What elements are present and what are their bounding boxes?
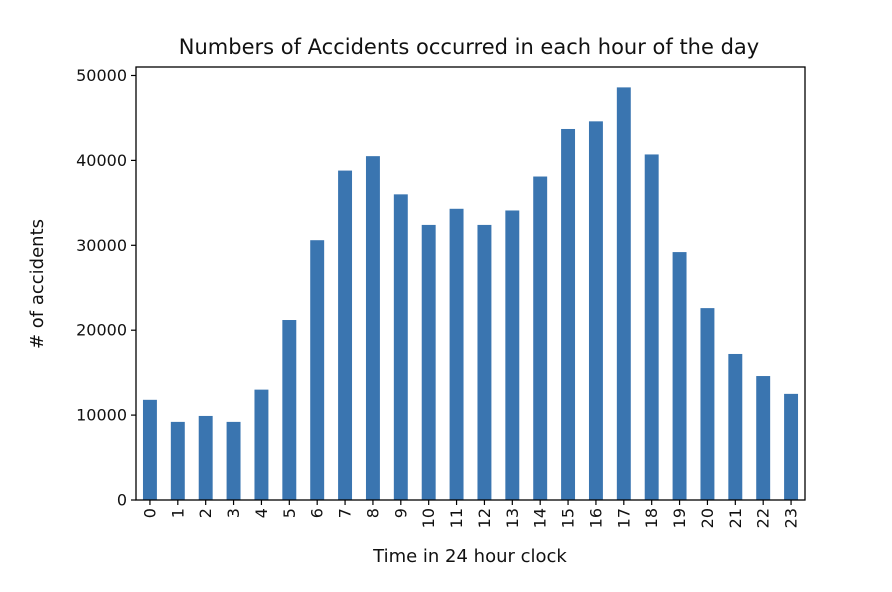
bar-hour-20	[700, 308, 715, 500]
bar-hour-22	[756, 376, 771, 500]
x-tick-label: 2	[196, 508, 215, 518]
plot-frame	[135, 66, 806, 501]
bar-hour-10	[421, 224, 436, 501]
bar-hour-6	[310, 240, 325, 500]
y-tick-label: 10000	[76, 406, 127, 425]
x-tick-label: 21	[726, 508, 745, 528]
x-tick-label: 8	[363, 508, 382, 518]
bar-hour-13	[505, 210, 520, 501]
bar-hour-17	[616, 87, 631, 500]
y-axis-label: # of accidents	[27, 219, 48, 349]
x-tick-label: 17	[614, 508, 633, 528]
bar-hour-19	[672, 252, 687, 500]
bar-hour-8	[365, 156, 380, 500]
x-tick-label: 16	[586, 508, 605, 528]
bar-hour-18	[644, 154, 659, 500]
x-tick-label: 1	[168, 508, 187, 518]
x-axis-label: Time in 24 hour clock	[372, 546, 567, 567]
bar-hour-1	[170, 421, 185, 500]
y-tick-label: 0	[117, 491, 127, 510]
bar-hour-23	[784, 393, 799, 500]
bar-hour-2	[198, 415, 213, 500]
x-tick-label: 5	[280, 508, 299, 518]
x-tick-label: 14	[531, 508, 550, 528]
bar-hour-16	[588, 121, 603, 500]
x-tick-label: 3	[224, 508, 243, 518]
bars-group	[142, 87, 799, 501]
y-tick-label: 50000	[76, 66, 127, 85]
x-tick-label: 0	[140, 508, 159, 518]
x-tick-label: 7	[336, 508, 355, 518]
bar-hour-4	[254, 389, 269, 500]
bar-hour-21	[728, 353, 743, 500]
x-tick-label: 9	[391, 508, 410, 518]
x-tick-label: 11	[447, 508, 466, 528]
bar-hour-7	[338, 170, 353, 500]
bar-hour-9	[393, 194, 408, 500]
bar-hour-5	[282, 320, 297, 500]
x-tick-label: 18	[642, 508, 661, 528]
x-tick-label: 10	[419, 508, 438, 528]
y-tick-label: 30000	[76, 236, 127, 255]
x-tick-label: 13	[503, 508, 522, 528]
bar-hour-3	[226, 421, 241, 500]
x-tick-label: 12	[475, 508, 494, 528]
x-tick-label: 6	[308, 508, 327, 518]
x-axis-ticks: 0 1 2 3 4 5 6 7 8 9 10 11 12 13 14 15 16 17 18 19 20 21 22 23	[140, 500, 801, 528]
bar-hour-0	[142, 399, 157, 500]
bar-hour-14	[533, 176, 548, 500]
chart-title: Numbers of Accidents occurred in each ho…	[179, 35, 759, 59]
bar-hour-12	[477, 224, 492, 501]
y-tick-label: 20000	[76, 321, 127, 340]
x-tick-label: 22	[754, 508, 773, 528]
bar-hour-11	[449, 208, 464, 501]
x-tick-label: 19	[670, 508, 689, 528]
x-tick-label: 20	[698, 508, 717, 528]
x-tick-label: 15	[559, 508, 578, 528]
y-axis-ticks: 0 10000 20000 30000 40000 50000	[76, 66, 136, 510]
y-tick-label: 40000	[76, 151, 127, 170]
x-tick-label: 4	[252, 508, 271, 518]
bar-hour-15	[561, 128, 576, 501]
x-tick-label: 23	[782, 508, 801, 528]
